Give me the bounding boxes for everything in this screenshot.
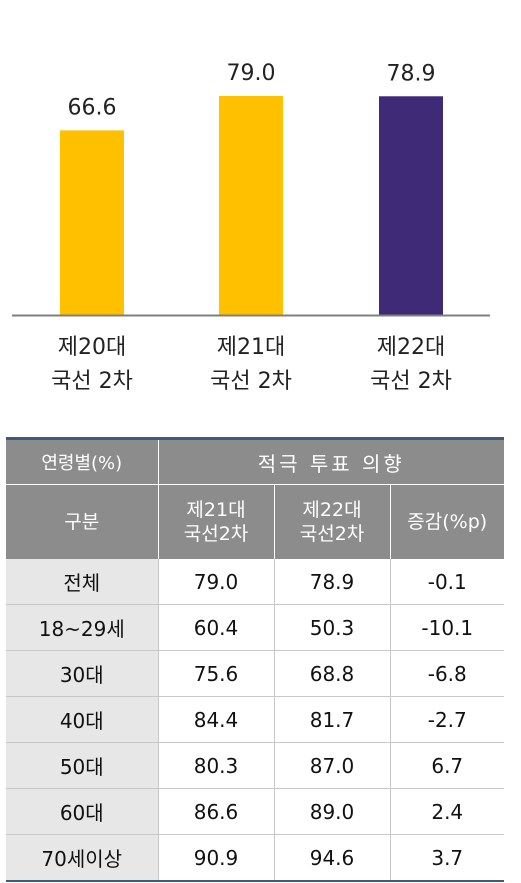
table-cell: 60.4 (157, 604, 274, 651)
row-label: 30대 (6, 650, 158, 697)
row-label: 50대 (6, 742, 158, 789)
table-row: 70세이상 90.9 94.6 3.7 (6, 834, 505, 882)
table-cell: 90.9 (157, 834, 274, 882)
row-label: 전체 (6, 559, 158, 605)
table-header-row: 연령별(%) 적극 투표 의향 (6, 437, 505, 485)
header-category-label: 구분 (64, 511, 100, 533)
header-change: 증감(%p) (389, 484, 505, 559)
bar-1 (219, 96, 283, 315)
bar-2 (379, 96, 443, 315)
row-label: 40대 (6, 696, 158, 743)
header-21st-line1: 제21대 국선2차 (183, 499, 249, 545)
row-label: 18~29세 (6, 604, 158, 651)
table-cell: 50.3 (273, 604, 390, 651)
table-cell: 79.0 (157, 559, 274, 605)
table-cell: 86.6 (157, 788, 274, 835)
category-label-line: 국선 2차 (51, 369, 133, 394)
table-cell: 75.6 (157, 650, 274, 697)
table-cell: -6.8 (389, 650, 505, 697)
voting-intention-table: 연령별(%) 적극 투표 의향 구분 제21대 국선2차 제22대 국선2차 증… (6, 437, 505, 882)
table-cell: 68.8 (273, 650, 390, 697)
table-cell: 94.6 (273, 834, 390, 882)
bar-value-label-2: 78.9 (387, 61, 436, 86)
table-cell: 84.4 (157, 696, 274, 743)
table-cell: 2.4 (389, 788, 505, 835)
category-label-line: 제22대 (376, 335, 446, 360)
table-cell: 78.9 (273, 559, 390, 605)
table-cell: 3.7 (389, 834, 505, 882)
header-22nd-election: 제22대 국선2차 (273, 484, 390, 559)
table-cell: -10.1 (389, 604, 505, 651)
bar-0 (60, 130, 124, 315)
table-cell: 80.3 (157, 742, 274, 789)
header-category: 구분 (6, 484, 158, 559)
header-change-label: 증감(%p) (407, 511, 488, 533)
table-cell: 89.0 (273, 788, 390, 835)
table-row: 30대 75.6 68.8 -6.8 (6, 650, 505, 697)
table-row: 50대 80.3 87.0 6.7 (6, 742, 505, 789)
row-label: 70세이상 (6, 834, 158, 882)
header-active-voting-intention: 적극 투표 의향 (157, 437, 505, 485)
table-subheader-row: 구분 제21대 국선2차 제22대 국선2차 증감(%p) (6, 484, 505, 559)
header-age-group: 연령별(%) (6, 437, 158, 485)
category-label-line: 국선 2차 (210, 369, 292, 394)
table-row: 18~29세 60.4 50.3 -10.1 (6, 604, 505, 651)
table-cell: 6.7 (389, 742, 505, 789)
category-label-line: 제20대 (57, 335, 127, 360)
header-22nd-line1: 제22대 국선2차 (299, 499, 365, 545)
bar-value-label-1: 79.0 (227, 61, 276, 86)
table-cell: -0.1 (389, 559, 505, 605)
table-cell: 81.7 (273, 696, 390, 743)
table-row: 40대 84.4 81.7 -2.7 (6, 696, 505, 743)
category-label-line: 제21대 (216, 335, 286, 360)
row-label: 60대 (6, 788, 158, 835)
table-cell: 87.0 (273, 742, 390, 789)
bar-chart: 66.6 79.0 78.9 (12, 61, 490, 317)
table-row: 60대 86.6 89.0 2.4 (6, 788, 505, 835)
header-21st-election: 제21대 국선2차 (157, 484, 274, 559)
category-label-line: 국선 2차 (370, 369, 452, 394)
table-row: 전체 79.0 78.9 -0.1 (6, 559, 505, 605)
bar-value-label-0: 66.6 (68, 95, 117, 120)
table-cell: -2.7 (389, 696, 505, 743)
